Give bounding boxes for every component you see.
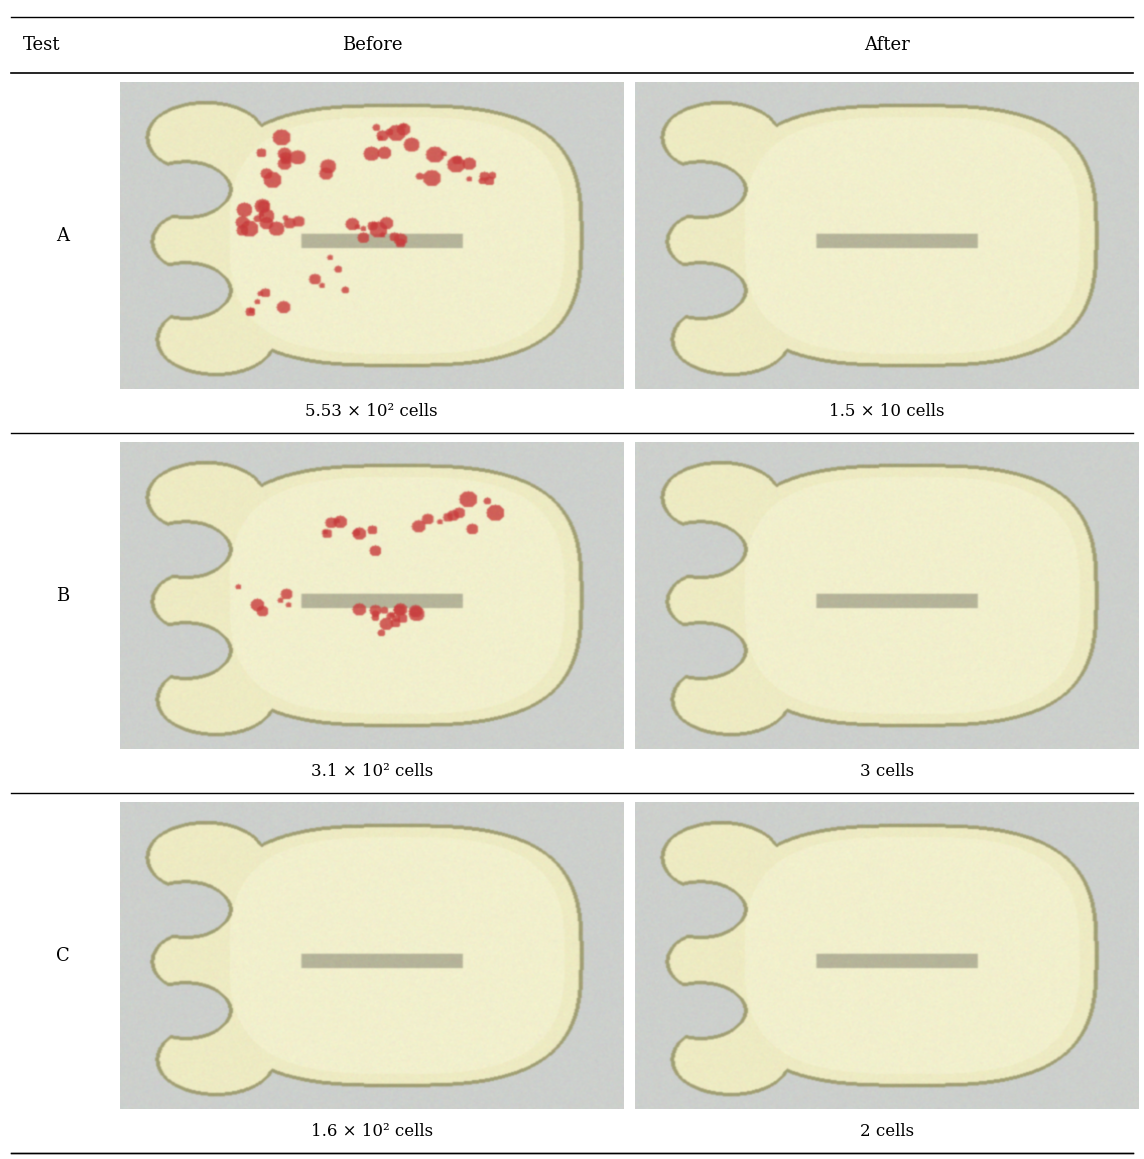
Text: After: After — [864, 36, 909, 54]
Text: A: A — [56, 227, 70, 245]
Text: Test: Test — [23, 36, 61, 54]
Text: 1.5 × 10 cells: 1.5 × 10 cells — [829, 402, 944, 420]
Text: 3 cells: 3 cells — [859, 763, 914, 780]
Text: C: C — [56, 947, 70, 964]
Text: 1.6 × 10² cells: 1.6 × 10² cells — [311, 1123, 432, 1139]
Text: 3.1 × 10² cells: 3.1 × 10² cells — [311, 763, 432, 780]
Text: 2 cells: 2 cells — [859, 1123, 914, 1139]
Text: 5.53 × 10² cells: 5.53 × 10² cells — [305, 402, 438, 420]
Text: B: B — [56, 586, 70, 605]
Text: Before: Before — [342, 36, 402, 54]
